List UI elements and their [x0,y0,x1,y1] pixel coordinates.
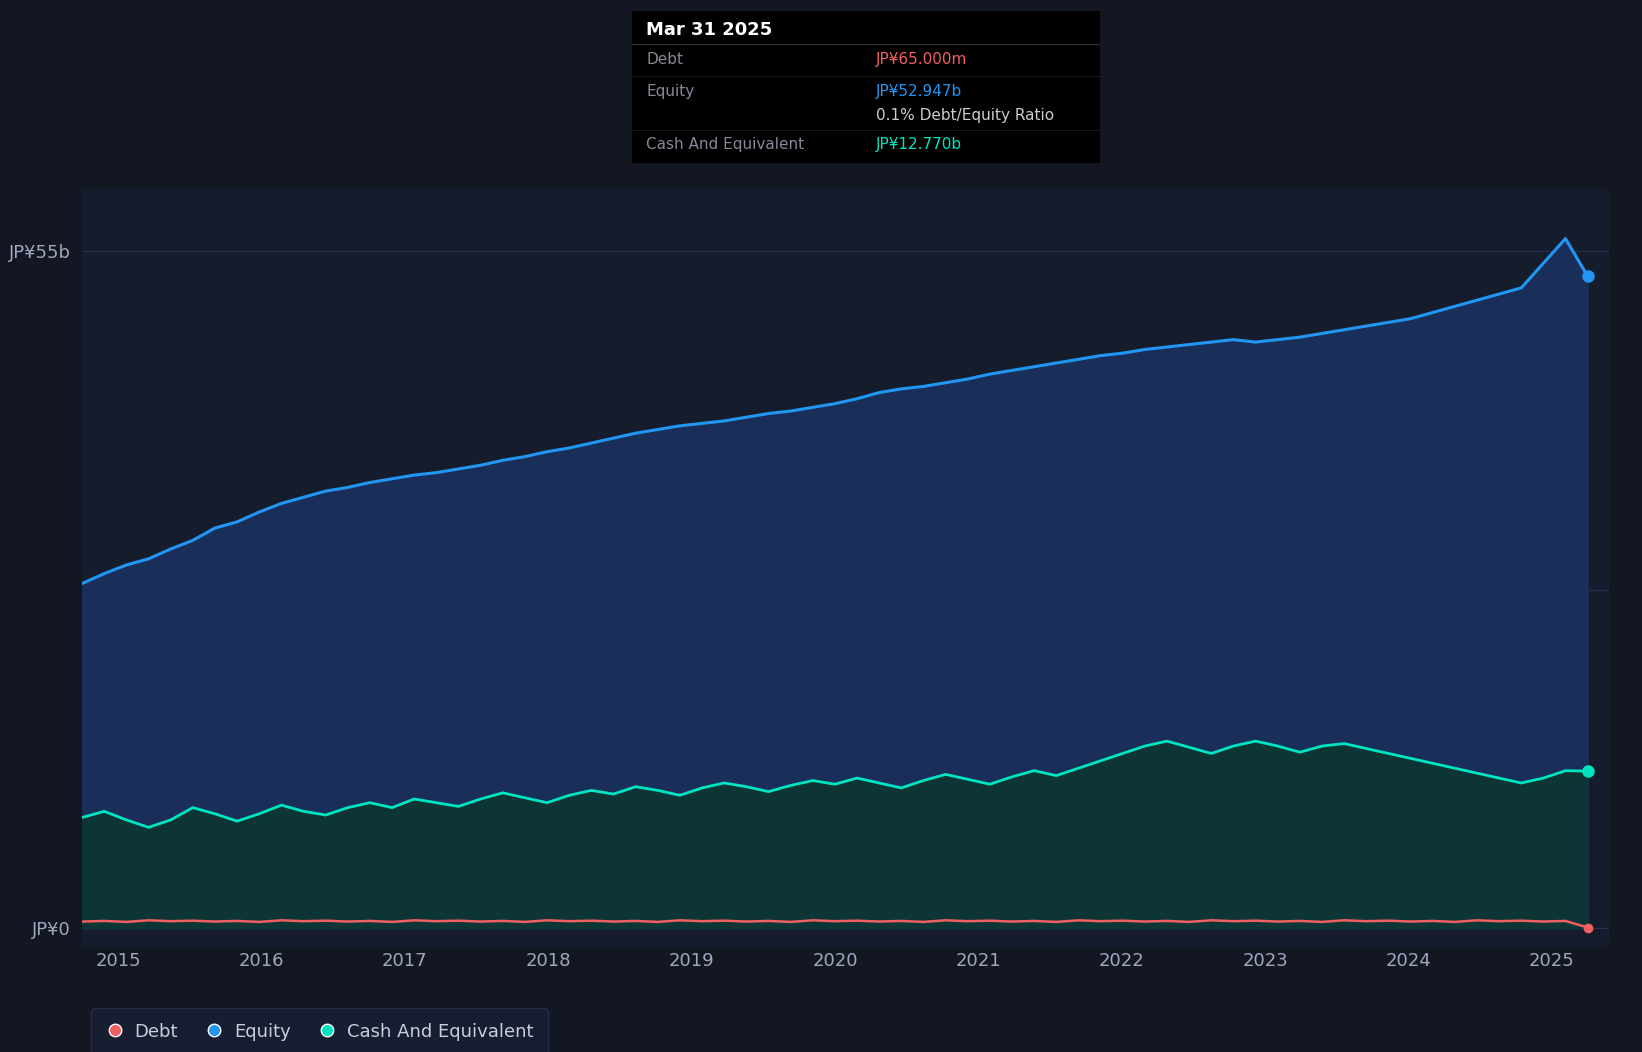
Text: JP¥12.770b: JP¥12.770b [875,137,962,153]
Text: Equity: Equity [647,84,695,99]
Legend: Debt, Equity, Cash And Equivalent: Debt, Equity, Cash And Equivalent [90,1008,547,1052]
Text: Debt: Debt [647,52,683,66]
Text: 0.1% Debt/Equity Ratio: 0.1% Debt/Equity Ratio [875,108,1054,123]
Text: JP¥52.947b: JP¥52.947b [875,84,962,99]
Text: JP¥65.000m: JP¥65.000m [875,52,967,66]
Text: Cash And Equivalent: Cash And Equivalent [647,137,805,153]
Text: Mar 31 2025: Mar 31 2025 [647,21,772,39]
